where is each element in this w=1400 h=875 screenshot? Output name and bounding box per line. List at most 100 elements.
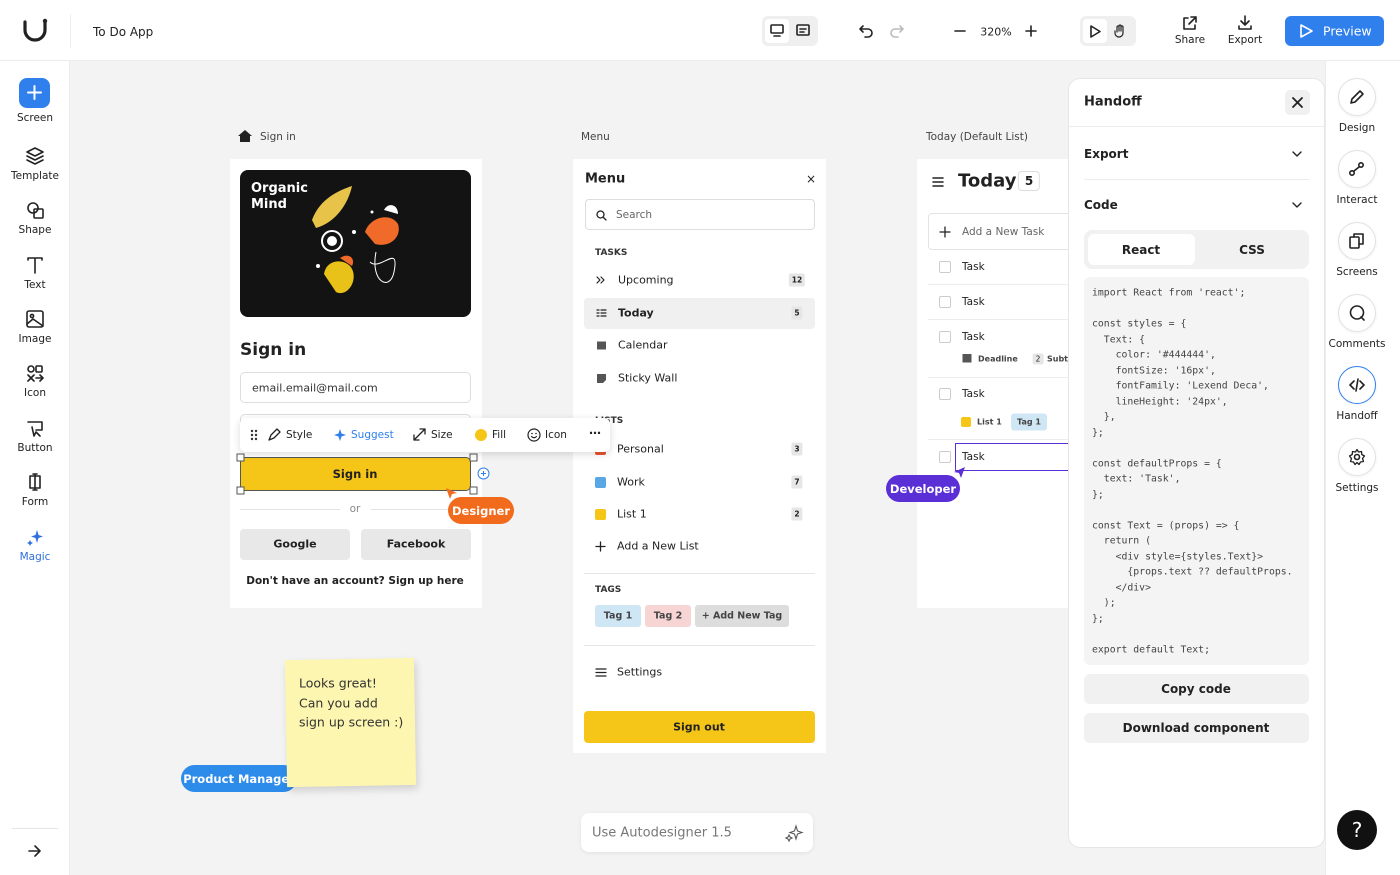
tool-label[interactable]: Magic: [19, 551, 51, 563]
tool-label[interactable]: Handoff: [1336, 410, 1378, 422]
tool-icon: [1348, 161, 1365, 177]
close-icon[interactable]: ×: [805, 172, 817, 186]
add-tag-pill[interactable]: [695, 605, 789, 627]
menu-item[interactable]: Today: [618, 306, 654, 319]
button-label: Facebook: [386, 537, 446, 551]
export-label[interactable]: Export: [1227, 34, 1263, 46]
toolbar-label[interactable]: Icon: [545, 429, 567, 441]
task-icon: [596, 276, 605, 284]
tool-label[interactable]: Text: [24, 279, 46, 291]
code-line: <div style={styles.Text}>: [1092, 551, 1264, 562]
tool-label[interactable]: Icon: [24, 387, 46, 399]
checkbox[interactable]: [939, 331, 951, 343]
download-button[interactable]: Download component: [1084, 713, 1309, 743]
add-task-row[interactable]: [928, 213, 1068, 250]
task-icon: [597, 341, 606, 350]
hand-icon: [1114, 24, 1124, 38]
copy-button[interactable]: Copy code: [1084, 674, 1309, 704]
menu-item[interactable]: Upcoming: [618, 273, 674, 287]
icon-shape: [1300, 24, 1313, 38]
autodesigner-bar[interactable]: [581, 813, 813, 852]
toolbar-label[interactable]: Size: [431, 429, 453, 441]
tool-icon: [27, 530, 43, 546]
icon-shape: [1292, 151, 1302, 157]
share-label[interactable]: Share: [1174, 34, 1206, 46]
toolbar-label[interactable]: Style: [286, 429, 313, 441]
toolbar-label[interactable]: Suggest: [351, 429, 394, 441]
tool-label[interactable]: Design: [1338, 122, 1376, 134]
tool-button[interactable]: [1338, 222, 1376, 260]
menu-item[interactable]: Sticky Wall: [618, 371, 678, 384]
tool-icon: [27, 202, 44, 219]
tool-label[interactable]: Screens: [1336, 266, 1378, 278]
tool-label[interactable]: Image: [18, 333, 52, 345]
icon-shape: [1358, 161, 1365, 169]
facebook-button[interactable]: Facebook: [361, 529, 471, 560]
tool-label[interactable]: Settings: [1335, 482, 1379, 494]
tab-active[interactable]: [1088, 234, 1195, 265]
chevron: [1292, 151, 1302, 157]
more-icon[interactable]: ⋯: [589, 426, 601, 440]
menu-item[interactable]: List 1: [617, 507, 647, 521]
mode-toggle-active[interactable]: [1083, 19, 1107, 43]
sign-out-button[interactable]: Sign out: [584, 711, 815, 743]
icon-shape: [334, 429, 346, 441]
tool-button[interactable]: [1338, 150, 1376, 188]
tool-label[interactable]: Shape: [18, 224, 52, 236]
tool-label[interactable]: Template: [11, 170, 59, 182]
tag-pill[interactable]: [645, 605, 691, 627]
preview-icon: [1300, 24, 1313, 38]
tool-label[interactable]: Comments: [1328, 338, 1386, 350]
icon-shape: [27, 202, 39, 214]
google-button[interactable]: Google: [240, 529, 350, 560]
tool-label[interactable]: Form: [21, 496, 49, 508]
menu-item[interactable]: Settings: [617, 665, 663, 679]
section-title[interactable]: Code: [1084, 198, 1118, 212]
checkbox[interactable]: [939, 388, 951, 400]
icon-shape: [340, 255, 354, 266]
tool-label[interactable]: Button: [17, 442, 53, 454]
selected-task[interactable]: [955, 443, 1068, 471]
checkbox[interactable]: [939, 451, 951, 463]
tag-pill[interactable]: [595, 605, 641, 627]
search-input[interactable]: Search: [585, 199, 815, 230]
tool-button[interactable]: [1338, 78, 1376, 116]
icon-shape: [1360, 316, 1365, 321]
count-badge: 5: [1017, 171, 1041, 191]
icon-shape: [595, 668, 607, 677]
checkbox[interactable]: [939, 261, 951, 273]
count-badge: 12: [788, 273, 806, 287]
tool-label[interactable]: Screen: [16, 112, 54, 124]
sparkle-icon: [784, 824, 804, 843]
cursor-pill: [448, 497, 514, 524]
menu-item[interactable]: Calendar: [618, 338, 668, 352]
section-title[interactable]: Export: [1084, 147, 1129, 161]
add-screen-button[interactable]: [19, 78, 50, 108]
view-toggle-active[interactable]: [765, 19, 789, 43]
icon-shape: [312, 186, 352, 228]
icon-shape: [238, 130, 252, 142]
preview-button[interactable]: Preview: [1285, 16, 1384, 46]
email-input[interactable]: email.email@mail.com: [240, 372, 471, 403]
tool-button[interactable]: [1338, 294, 1376, 332]
tool-icon: [1350, 90, 1364, 104]
menu-item[interactable]: Personal: [617, 442, 664, 456]
tool-icon: [1349, 305, 1365, 321]
sign-in-button[interactable]: Sign in: [240, 457, 471, 491]
icon-shape: [446, 488, 457, 499]
section-header: TAGS: [595, 585, 622, 595]
tool-button[interactable]: [1338, 438, 1376, 476]
tab-label[interactable]: CSS: [1239, 243, 1265, 257]
menu-item[interactable]: Add a New List: [617, 539, 699, 553]
checkbox[interactable]: [939, 296, 951, 308]
help-button[interactable]: ?: [1337, 810, 1377, 850]
icon-shape: [597, 373, 606, 383]
count-badge: 7: [791, 475, 803, 488]
menu-item[interactable]: Work: [617, 475, 645, 488]
signup-text[interactable]: Don't have an account? Sign up here: [246, 575, 464, 587]
toolbar-label[interactable]: Fill: [492, 429, 507, 441]
icon-shape: [27, 365, 35, 373]
close-button[interactable]: [1285, 90, 1310, 115]
tool-label[interactable]: Interact: [1336, 194, 1378, 206]
